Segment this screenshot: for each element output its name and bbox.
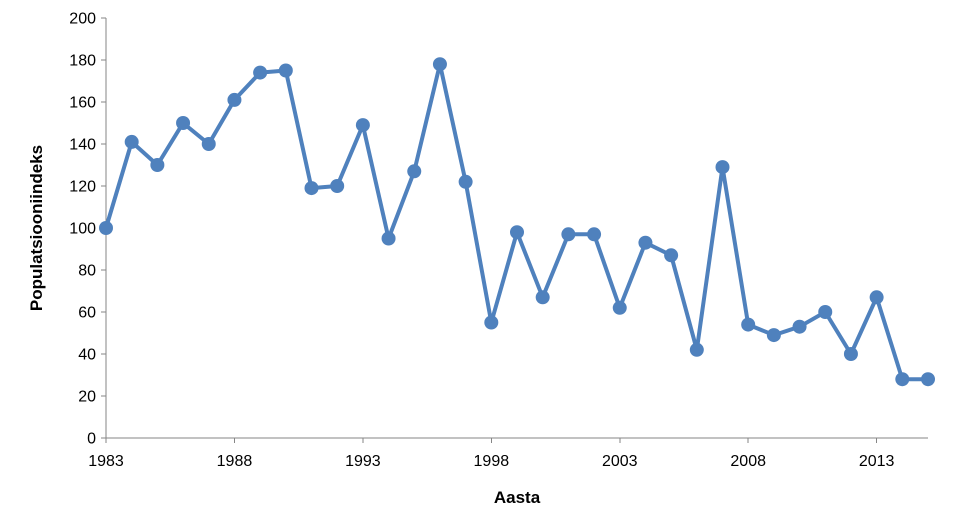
y-axis-title: Populatsiooniindeks: [27, 145, 46, 311]
data-point: [638, 235, 653, 250]
tick-labels: 0 20 40 60 80 100 120 140 160 180 200 1983 1988 1993 1…: [69, 11, 894, 471]
data-point: [818, 305, 833, 319]
y-tick-label: 80: [78, 263, 96, 280]
data-point: [381, 231, 396, 246]
x-axis-title: Aasta: [494, 488, 541, 507]
data-point: [227, 92, 242, 107]
x-tick-label: 1983: [88, 453, 124, 470]
data-point: [869, 290, 884, 305]
data-point: [895, 372, 910, 387]
x-tick-label: 2003: [602, 453, 638, 470]
x-tick-label: 2013: [859, 453, 895, 470]
data-point: [201, 137, 216, 151]
data-point: [766, 328, 781, 343]
data-point: [99, 221, 113, 235]
data-point: [689, 342, 704, 357]
y-tick-label: 140: [69, 137, 96, 154]
data-point: [510, 225, 524, 240]
data-point: [407, 164, 422, 179]
y-tick-label: 120: [69, 179, 96, 196]
data-point: [432, 57, 447, 72]
x-tick-label: 1993: [345, 453, 381, 470]
data-point: [741, 317, 756, 332]
x-tick-label: 1988: [217, 453, 253, 470]
data-point: [612, 300, 627, 315]
y-tick-label: 60: [78, 305, 96, 322]
x-tick-label: 1998: [474, 453, 510, 470]
data-point: [304, 181, 319, 196]
data-point: [150, 158, 165, 172]
series-layer: [99, 57, 935, 387]
data-point: [176, 116, 191, 130]
x-tick-label: 2008: [730, 453, 766, 470]
data-point: [843, 347, 858, 361]
series-line: [104, 62, 930, 382]
data-point: [561, 227, 576, 242]
data-point: [715, 160, 730, 175]
data-point: [253, 65, 268, 80]
data-point: [124, 134, 139, 149]
y-tick-label: 180: [69, 53, 96, 70]
y-tick-label: 20: [78, 389, 96, 406]
data-point: [458, 174, 473, 189]
y-tick-label: 160: [69, 95, 96, 112]
y-tick-label: 0: [87, 431, 96, 448]
data-point: [587, 227, 602, 242]
data-point: [535, 290, 550, 305]
data-point: [664, 248, 679, 263]
data-point: [921, 372, 935, 387]
data-point: [355, 118, 370, 133]
y-tick-label: 100: [69, 221, 96, 238]
axis-titles: Aasta Populatsiooniindeks: [27, 145, 541, 507]
data-point: [330, 179, 345, 193]
data-point: [792, 319, 807, 334]
y-tick-label: 200: [69, 11, 96, 28]
data-point: [484, 315, 499, 330]
y-tick-label: 40: [78, 347, 96, 364]
data-point: [278, 63, 293, 78]
